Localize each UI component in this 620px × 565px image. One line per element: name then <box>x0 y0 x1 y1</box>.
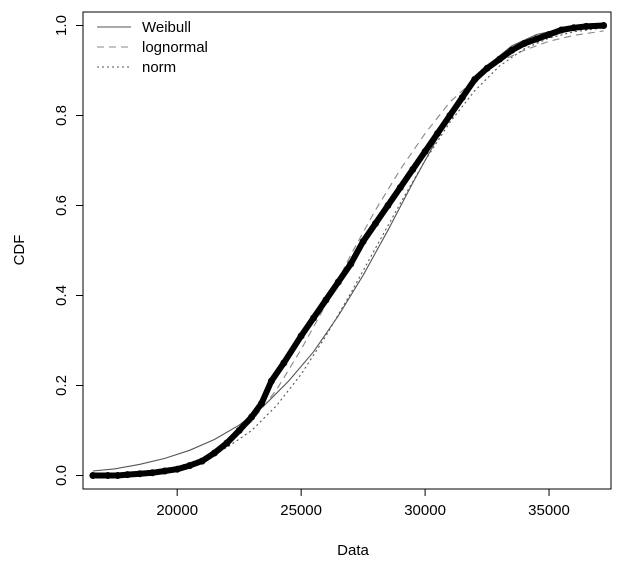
series-line-weibull <box>92 25 604 472</box>
x-axis-title: Data <box>337 542 369 559</box>
x-tick-label: 35000 <box>528 502 570 519</box>
empirical-point <box>248 413 256 421</box>
empirical-point <box>161 467 169 475</box>
empirical-point <box>409 166 417 173</box>
y-tick-label: 0.4 <box>53 285 70 306</box>
empirical-point <box>124 471 132 479</box>
series-line-lognormal <box>92 30 604 477</box>
empirical-point <box>483 64 491 72</box>
empirical-point <box>458 94 466 101</box>
empirical-point <box>471 76 479 83</box>
empirical-point <box>582 22 590 30</box>
empirical-point <box>570 24 578 32</box>
empirical-point <box>557 26 565 34</box>
empirical-point <box>508 46 516 54</box>
y-tick-label: 0.2 <box>53 375 70 396</box>
series-line-norm <box>92 27 604 475</box>
empirical-point <box>446 112 454 119</box>
legend: Weibull lognormal norm <box>97 19 208 76</box>
empirical-point <box>600 22 608 29</box>
y-tick-label: 0.0 <box>53 465 70 486</box>
x-tick-label: 30000 <box>404 502 446 519</box>
empirical-point <box>258 400 265 407</box>
empirical-point <box>334 278 342 286</box>
empirical-point <box>173 465 181 473</box>
empirical-point <box>359 238 367 245</box>
empirical-point <box>297 332 305 340</box>
y-tick-label: 0.6 <box>53 195 70 216</box>
empirical-point <box>421 148 429 155</box>
legend-label-weibull: Weibull <box>142 19 191 36</box>
y-tick-label: 0.8 <box>53 105 70 126</box>
empirical-point <box>223 439 231 447</box>
empirical-point <box>496 55 503 63</box>
plot-frame <box>82 11 612 490</box>
empirical-point <box>198 457 206 465</box>
empirical-point <box>280 359 288 367</box>
empirical-point <box>310 314 317 322</box>
empirical-point <box>396 184 404 191</box>
series-layer <box>92 25 604 477</box>
empirical-point <box>114 472 122 479</box>
legend-label-lognormal: lognormal <box>142 39 208 56</box>
empirical-point <box>210 449 218 457</box>
empirical-layer <box>89 22 608 479</box>
empirical-point <box>533 35 541 43</box>
empirical-point <box>322 296 330 304</box>
empirical-point <box>384 202 392 209</box>
empirical-point <box>89 472 97 479</box>
legend-label-norm: norm <box>142 59 176 76</box>
empirical-point <box>545 31 553 38</box>
x-tick-label: 25000 <box>280 502 322 519</box>
empirical-point <box>347 260 355 268</box>
empirical-point <box>434 130 441 137</box>
y-tick-label: 1.0 <box>53 15 70 36</box>
x-tick-label: 20000 <box>156 502 198 519</box>
empirical-point <box>104 472 112 479</box>
empirical-point <box>148 469 156 477</box>
empirical-cdf-line <box>89 22 607 479</box>
x-axis: 20000 25000 30000 35000 <box>156 489 570 519</box>
y-axis-title: CDF <box>11 235 28 266</box>
empirical-point <box>186 462 194 470</box>
empirical-point <box>235 427 243 434</box>
empirical-point <box>520 40 528 47</box>
empirical-point <box>372 220 379 227</box>
empirical-point <box>267 377 275 385</box>
y-axis: 0.0 0.2 0.4 0.6 0.8 1.0 <box>53 15 83 486</box>
empirical-point <box>136 470 144 478</box>
